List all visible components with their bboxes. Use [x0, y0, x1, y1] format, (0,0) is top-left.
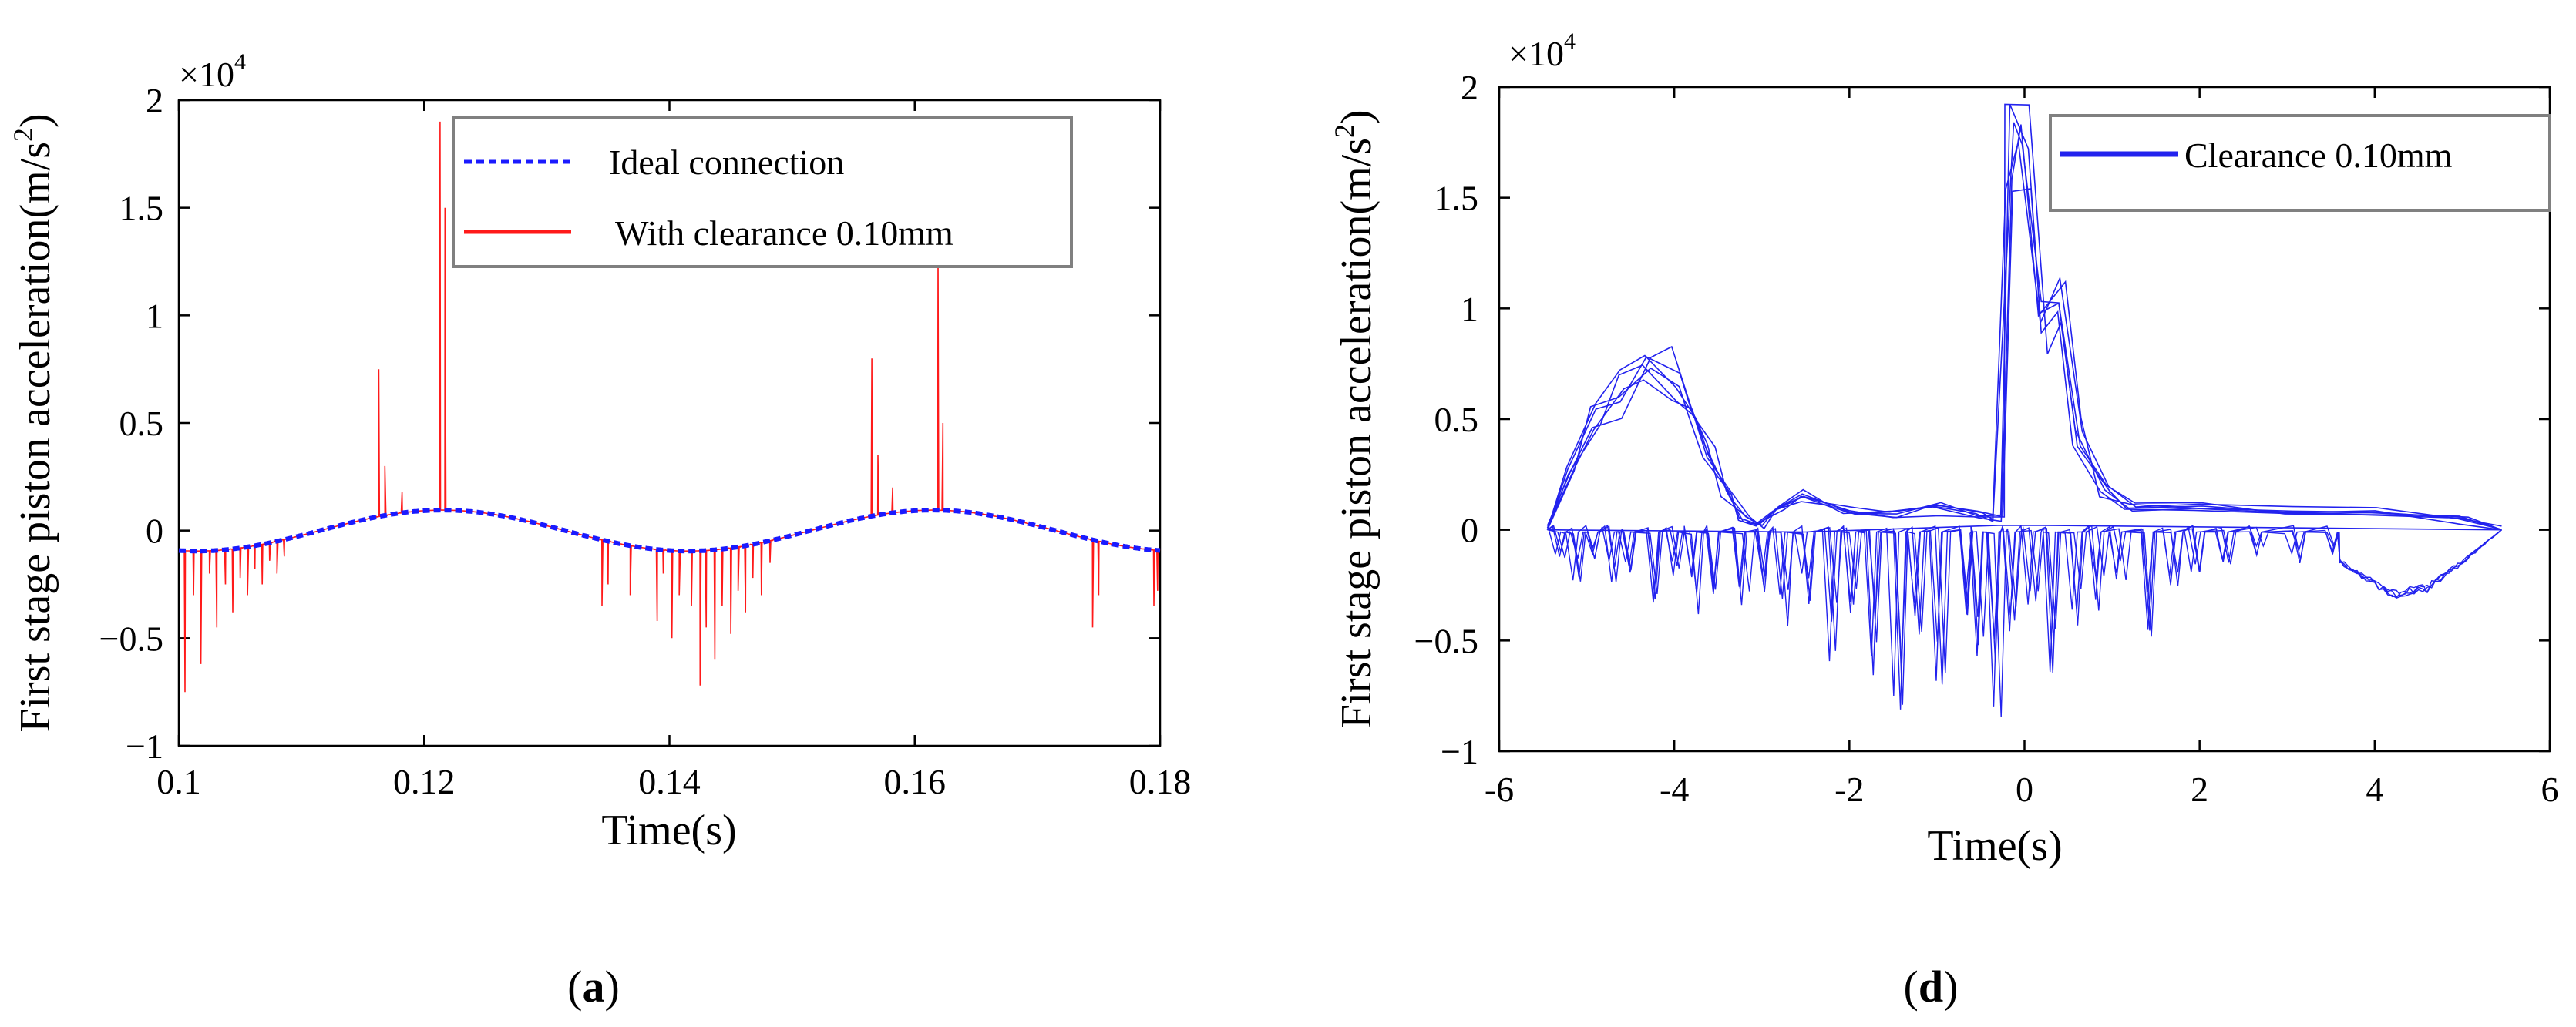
x-axis-label-a: Time(s) [601, 807, 736, 854]
y-tick-label: −0.5 [1414, 621, 1478, 660]
legend-box-a [452, 116, 1073, 268]
series-line-ideal-connection [178, 508, 1161, 554]
y-multiplier-d: ×104 [1508, 29, 1576, 73]
chart-panel-d: -6 -4 -2 0 2 4 6 −1 −0.5 0 0.5 1 1.5 2 ×104 First st… [1329, 29, 2559, 1012]
legend-d: Clearance 0.10mm [2049, 114, 2551, 212]
chart-panel-a: 0.1 0.12 0.14 0.16 0.18 −1 −0.5 0 0.5 1 1.5 2 ×104… [8, 49, 1191, 1012]
legend-label-ideal: Ideal connection [609, 143, 844, 182]
series-trace-clearance-upper [1546, 187, 2502, 531]
y-axis-label-d: First stage piston acceleration(m/s2) [1329, 109, 1380, 728]
x-tick-label: 0.16 [884, 762, 947, 801]
x-tick-label: 6 [2541, 770, 2559, 809]
y-axis-label-a: First stage piston acceleration(m/s2) [8, 113, 59, 732]
y-tick-label: 1 [1461, 289, 1478, 328]
panel-label-a: (a) [567, 962, 620, 1012]
x-tick-label: -4 [1660, 770, 1689, 809]
x-tick-label: -6 [1485, 770, 1514, 809]
y-tick-label: 2 [146, 81, 163, 120]
panel-label-d: (d) [1904, 962, 1959, 1012]
y-tick-label: 1 [146, 296, 163, 335]
y-tick-label: −0.5 [99, 619, 163, 658]
y-tick-label: 0 [146, 512, 163, 551]
y-tick-label: 1.5 [1434, 179, 1479, 218]
x-axis-label-d: Time(s) [1927, 822, 2062, 870]
x-tick-label: 2 [2191, 770, 2208, 809]
y-tick-label: −1 [126, 727, 163, 766]
y-tick-label: −1 [1441, 732, 1478, 771]
x-tick-label: 4 [2366, 770, 2383, 809]
series-trace-clearance-baseline [1547, 525, 2502, 533]
series-group-a [178, 121, 1161, 693]
y-tick-label: 0 [1461, 511, 1478, 550]
series-trace-clearance-lower [1547, 525, 2502, 705]
legend-label-clearance-d: Clearance 0.10mm [2184, 136, 2453, 175]
y-tick-label: 1.5 [119, 189, 164, 228]
series-trace-clearance-upper [1546, 103, 2502, 531]
x-tick-label: -2 [1834, 770, 1864, 809]
x-ticks-a: 0.1 0.12 0.14 0.16 0.18 [156, 100, 1191, 801]
x-tick-label: 0 [2016, 770, 2033, 809]
y-multiplier-a: ×104 [179, 49, 246, 94]
legend-box-d [2049, 114, 2551, 212]
x-tick-label: 0.12 [393, 762, 456, 801]
y-ticks-d: −1 −0.5 0 0.5 1 1.5 2 [1414, 68, 2550, 771]
x-tick-label: 0.18 [1129, 762, 1192, 801]
x-ticks-d: -6 -4 -2 0 2 4 6 [1485, 87, 2559, 809]
x-tick-label: 0.14 [638, 762, 701, 801]
y-tick-label: 2 [1461, 68, 1478, 107]
legend-label-clearance-a: With clearance 0.10mm [615, 213, 953, 253]
legend-a: Ideal connection With clearance 0.10mm [452, 116, 1073, 268]
series-trace-clearance-lower [1547, 524, 2502, 717]
y-ticks-a: −1 −0.5 0 0.5 1 1.5 2 [99, 81, 1160, 766]
series-group-d [1546, 103, 2502, 717]
x-tick-label: 0.1 [156, 762, 201, 801]
y-tick-label: 0.5 [119, 404, 164, 443]
y-tick-label: 0.5 [1434, 400, 1479, 439]
